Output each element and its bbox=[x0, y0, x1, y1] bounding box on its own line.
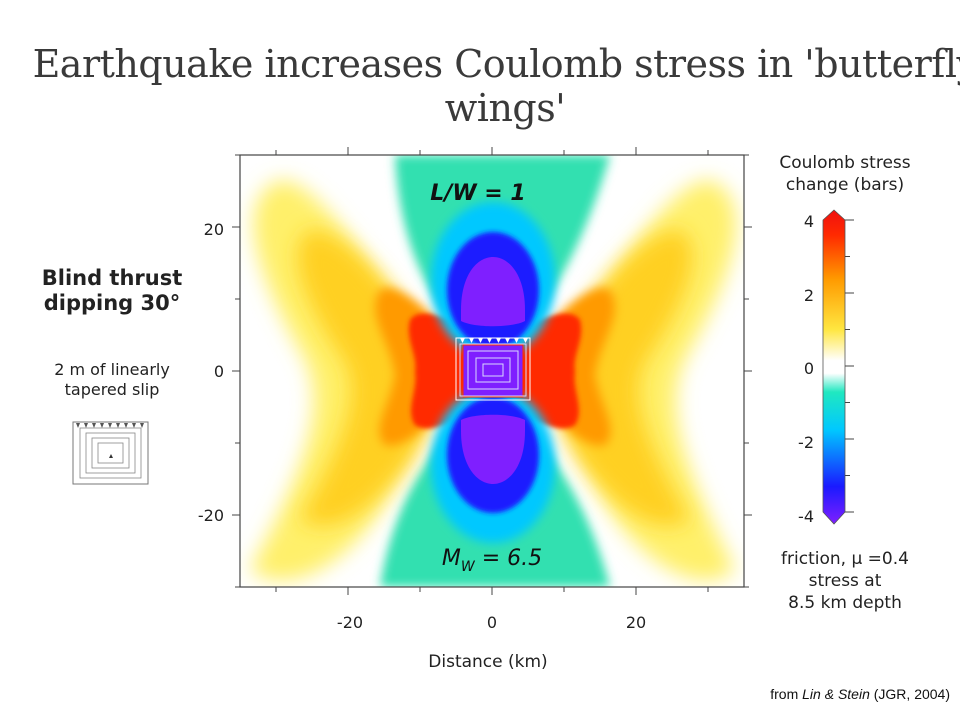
stress-at-line: stress at bbox=[808, 571, 882, 591]
coulomb-stress-map: L/W = 1 MW = 6.5 -20 0 20 20 0 -20 Dista… bbox=[198, 147, 752, 672]
thrust-teeth bbox=[460, 338, 528, 343]
model-parameters-note: friction, μ =0.4 stress at 8.5 km depth bbox=[760, 548, 930, 614]
colorbar: 4 2 0 -2 -4 bbox=[798, 209, 854, 526]
fault-geometry-diagram bbox=[72, 421, 149, 485]
y-tick-label: 20 bbox=[204, 220, 224, 239]
x-axis-label: Distance (km) bbox=[428, 652, 547, 672]
y-tick-label: -20 bbox=[198, 506, 224, 525]
fault-type-line1: Blind thrust bbox=[41, 266, 183, 290]
colorbar-title-line1: Coulomb stress bbox=[779, 153, 911, 173]
aspect-ratio-label: L/W = 1 bbox=[430, 181, 525, 206]
magnitude-subscript: W bbox=[461, 559, 476, 575]
credit-suffix: (JGR, 2004) bbox=[869, 686, 950, 702]
magnitude-value: = 6.5 bbox=[475, 546, 542, 571]
stress-field: L/W = 1 MW = 6.5 bbox=[240, 155, 744, 587]
colorbar-tick-label: -2 bbox=[798, 433, 814, 452]
magnitude-label: MW = 6.5 bbox=[442, 546, 542, 575]
slip-line1: 2 m of linearly bbox=[54, 360, 170, 379]
fault-type-heading: Blind thrust dipping 30° bbox=[32, 266, 192, 316]
colorbar-tick-label: 4 bbox=[804, 212, 814, 231]
slip-description: 2 m of linearly tapered slip bbox=[32, 360, 192, 400]
y-tick-label: 0 bbox=[214, 362, 224, 381]
credit-authors: Lin & Stein bbox=[802, 686, 870, 702]
colorbar-gradient bbox=[822, 209, 846, 525]
colorbar-ticks bbox=[845, 219, 854, 513]
colorbar-tick-label: 0 bbox=[804, 359, 814, 378]
axis-tick-labels: -20 0 20 20 0 -20 bbox=[198, 220, 646, 632]
credit-prefix: from bbox=[770, 686, 803, 702]
depth-line: 8.5 km depth bbox=[788, 593, 902, 613]
fault-type-line2: dipping 30° bbox=[43, 291, 181, 315]
slip-line2: tapered slip bbox=[64, 380, 160, 399]
x-tick-label: 0 bbox=[487, 613, 497, 632]
colorbar-title-line2: change (bars) bbox=[785, 175, 905, 195]
magnitude-symbol: M bbox=[442, 546, 461, 571]
colorbar-title: Coulomb stress change (bars) bbox=[760, 152, 930, 196]
slide-title: Earthquake increases Coulomb stress in '… bbox=[32, 42, 960, 130]
colorbar-tick-label: -4 bbox=[798, 507, 814, 526]
axis-ticks bbox=[232, 147, 752, 595]
x-tick-label: -20 bbox=[337, 613, 363, 632]
x-tick-label: 20 bbox=[626, 613, 646, 632]
colorbar-tick-label: 2 bbox=[804, 286, 814, 305]
source-credit: from Lin & Stein (JGR, 2004) bbox=[720, 686, 950, 702]
friction-line: friction, μ =0.4 bbox=[781, 549, 909, 569]
